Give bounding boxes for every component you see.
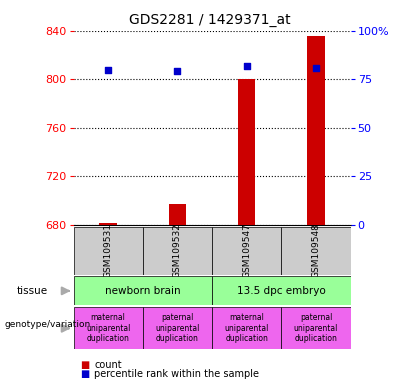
Bar — [169, 204, 186, 225]
Text: GSM109532: GSM109532 — [173, 223, 182, 278]
Point — [313, 65, 320, 71]
Bar — [238, 79, 255, 225]
Text: genotype/variation: genotype/variation — [4, 320, 90, 329]
Text: maternal
uniparental
duplication: maternal uniparental duplication — [225, 313, 269, 343]
Text: tissue: tissue — [17, 286, 48, 296]
Text: paternal
uniparental
duplication: paternal uniparental duplication — [155, 313, 200, 343]
Bar — [143, 227, 212, 275]
Point — [105, 66, 112, 73]
Bar — [212, 276, 351, 305]
Bar — [100, 223, 117, 225]
Bar — [281, 307, 351, 349]
Point — [244, 63, 250, 69]
Text: GDS2281 / 1429371_at: GDS2281 / 1429371_at — [129, 13, 291, 27]
Bar — [212, 227, 281, 275]
Text: newborn brain: newborn brain — [105, 286, 181, 296]
Text: paternal
uniparental
duplication: paternal uniparental duplication — [294, 313, 338, 343]
Point — [174, 68, 181, 74]
Text: GSM109548: GSM109548 — [312, 223, 320, 278]
Text: maternal
uniparental
duplication: maternal uniparental duplication — [86, 313, 130, 343]
Bar — [74, 227, 143, 275]
Bar — [74, 307, 143, 349]
Bar — [143, 307, 212, 349]
Text: ■: ■ — [80, 369, 89, 379]
Bar — [307, 36, 325, 225]
Bar — [281, 227, 351, 275]
Text: 13.5 dpc embryo: 13.5 dpc embryo — [237, 286, 326, 296]
Text: percentile rank within the sample: percentile rank within the sample — [94, 369, 260, 379]
Text: count: count — [94, 360, 122, 370]
Text: GSM109531: GSM109531 — [104, 223, 113, 278]
Bar — [212, 307, 281, 349]
Bar — [74, 276, 212, 305]
Text: ■: ■ — [80, 360, 89, 370]
Text: GSM109547: GSM109547 — [242, 223, 251, 278]
